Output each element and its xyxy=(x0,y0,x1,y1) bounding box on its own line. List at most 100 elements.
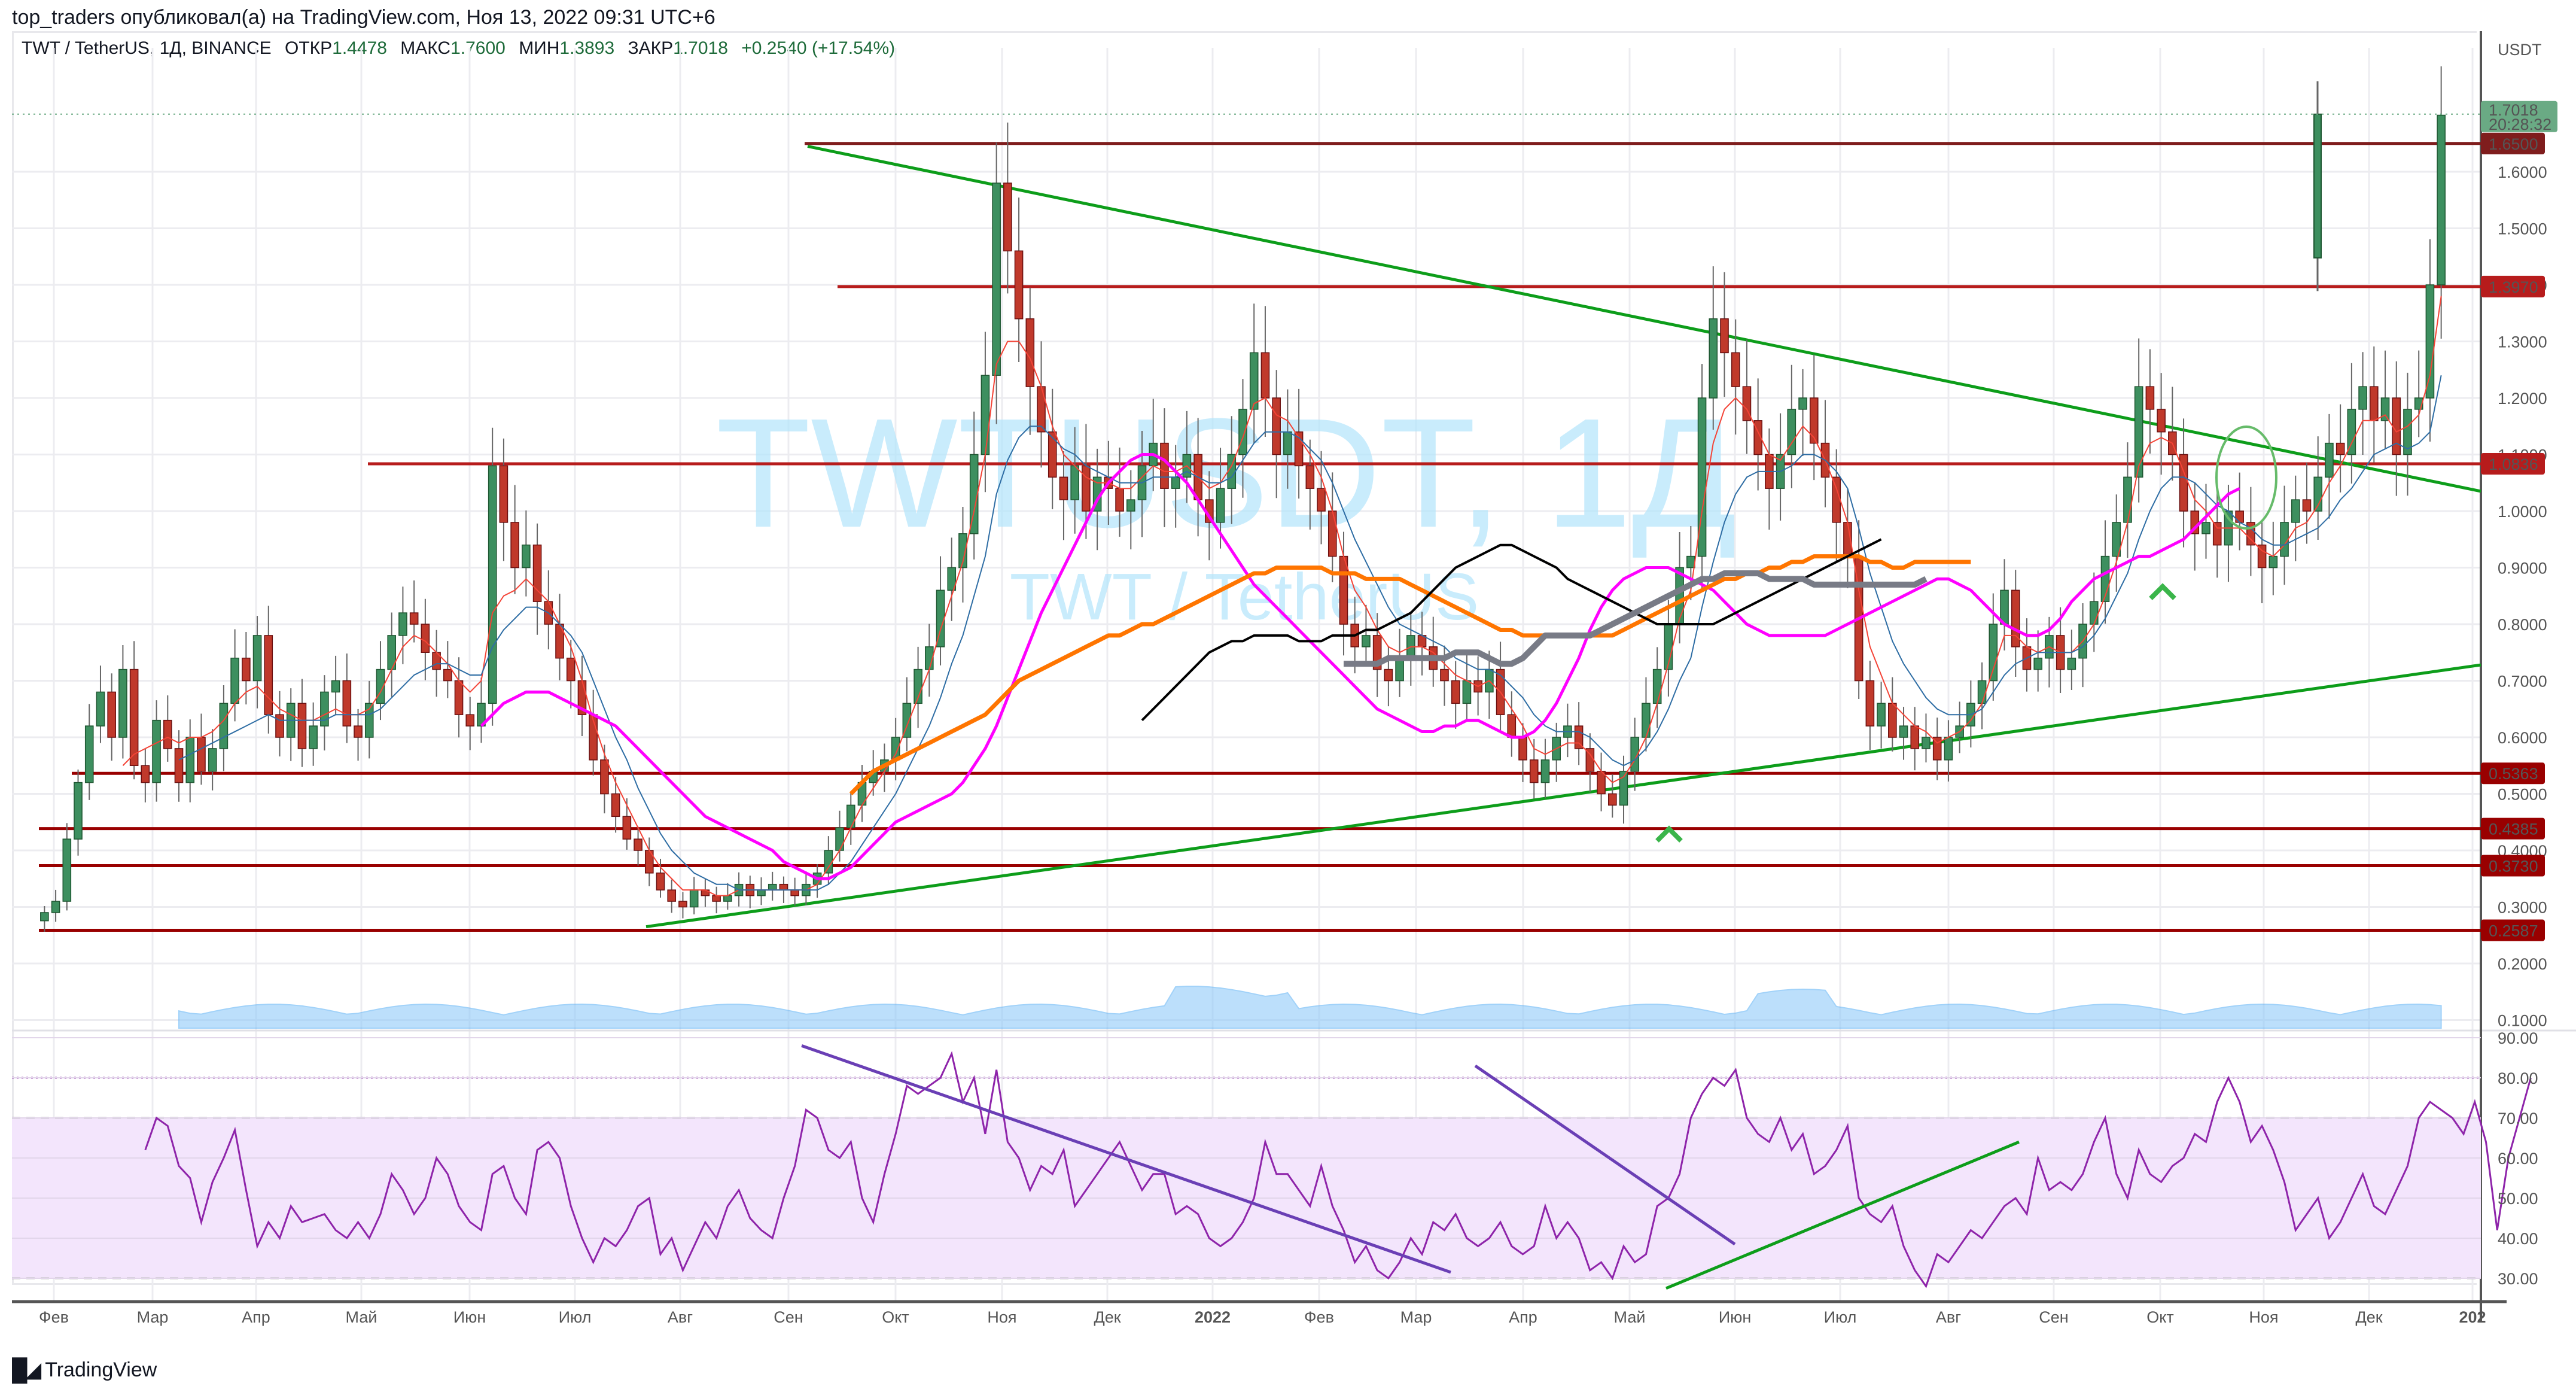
candle-up xyxy=(768,883,777,890)
candle-up xyxy=(689,889,699,908)
candle-down xyxy=(499,465,508,523)
low-label: МИН xyxy=(519,38,560,58)
rsi-line xyxy=(144,1051,2532,1288)
level-price-tag xyxy=(2481,132,2545,154)
time-axis-label: Июн xyxy=(453,1308,486,1326)
price-tick-label: 1.3000 xyxy=(2498,333,2547,351)
candle-up xyxy=(1922,737,1931,749)
candle-up xyxy=(2347,409,2356,455)
ma-line-ma-mid xyxy=(178,375,2442,891)
candle-down xyxy=(1720,318,1729,354)
time-axis-label: Мар xyxy=(1400,1308,1432,1326)
candle-down xyxy=(1003,183,1012,252)
rsi-tick-label: 80.00 xyxy=(2498,1069,2538,1087)
candle-up xyxy=(2325,442,2334,478)
rsi-trendline[interactable] xyxy=(801,1044,1451,1274)
candle-up xyxy=(331,680,340,693)
time-axis-label: 2022 xyxy=(1195,1308,1231,1326)
candle-up xyxy=(2000,589,2009,625)
price-tick-label: 0.8000 xyxy=(2498,616,2547,634)
candle-up xyxy=(2202,522,2210,534)
candle-up xyxy=(398,612,407,636)
time-axis-label: Авг xyxy=(668,1308,693,1326)
candle-up xyxy=(958,533,967,569)
candle-up xyxy=(96,691,105,727)
candle-down xyxy=(129,668,139,766)
candle-up xyxy=(320,691,329,727)
up-arrow-marker-icon xyxy=(1655,825,1683,843)
candle-down xyxy=(1888,703,1897,738)
candle-up xyxy=(2123,476,2132,523)
candle-up xyxy=(1697,397,1707,557)
candle-up xyxy=(2425,284,2435,399)
price-tick-label: 0.7000 xyxy=(2498,673,2547,691)
candle-down xyxy=(1451,680,1460,704)
time-axis-label: Фев xyxy=(39,1308,69,1326)
candle-up xyxy=(1652,668,1662,704)
last-candle-body xyxy=(2313,113,2322,259)
bar-countdown-label: 20:28:32 xyxy=(2489,116,2551,133)
price-tick-label: 0.1000 xyxy=(2498,1012,2547,1030)
trendline-ascending-support[interactable] xyxy=(645,663,2481,929)
symbol-name[interactable]: TWT / TetherUS, 1Д, BINANCE xyxy=(22,38,272,58)
candle-up xyxy=(488,465,497,704)
candle-up xyxy=(1899,725,1908,738)
candle-up xyxy=(2067,657,2076,670)
tradingview-logo[interactable]: █◢ TradingView xyxy=(12,1357,157,1382)
level-price-label: 0.3730 xyxy=(2489,858,2538,876)
chart-frame xyxy=(12,31,2477,1285)
level-price-label: 1.3970 xyxy=(2489,278,2538,296)
candle-down xyxy=(2302,499,2312,512)
trendline-descending-resistance[interactable] xyxy=(807,145,2481,493)
candle-up xyxy=(1540,759,1550,783)
time-axis-label: Май xyxy=(346,1308,377,1326)
level-price-tag xyxy=(2481,452,2545,475)
candle-up xyxy=(1238,409,1247,455)
candle-down xyxy=(634,838,643,851)
candle-up xyxy=(40,912,49,922)
time-axis-label: Окт xyxy=(2146,1308,2173,1326)
candle-down xyxy=(1384,668,1393,682)
candle-up xyxy=(1977,680,1987,704)
price-tick-label: 1.6000 xyxy=(2498,163,2547,181)
candle-down xyxy=(1440,668,1449,682)
candle-up xyxy=(309,725,318,749)
candle-up xyxy=(1362,635,1371,648)
candle-up xyxy=(1787,409,1796,455)
candle-up xyxy=(1395,657,1404,682)
candle-down xyxy=(779,883,788,890)
price-tick-label: 0.2000 xyxy=(2498,955,2547,973)
candle-down xyxy=(1518,737,1527,761)
candle-up xyxy=(208,748,217,772)
candle-down xyxy=(600,759,609,795)
candle-up xyxy=(2291,499,2300,523)
candle-up xyxy=(824,850,833,874)
candle-down xyxy=(1832,476,1841,523)
close-label: ЗАКР xyxy=(628,38,674,58)
time-axis-label: Дек xyxy=(1094,1308,1120,1326)
candle-up xyxy=(2089,601,2099,625)
level-price-label: 0.2587 xyxy=(2489,922,2538,940)
candle-up xyxy=(219,703,229,749)
candle-up xyxy=(835,827,844,851)
candle-down xyxy=(510,522,519,569)
price-tick-label: 0.6000 xyxy=(2498,729,2547,747)
candle-down xyxy=(1115,488,1124,512)
rsi-trendline[interactable] xyxy=(1665,1140,2020,1290)
candle-up xyxy=(1283,431,1292,455)
price-tick-label: 1.2000 xyxy=(2498,390,2547,408)
time-axis-label: Окт xyxy=(882,1308,909,1326)
price-tick-label: 0.5000 xyxy=(2498,786,2547,804)
candle-down xyxy=(1025,318,1035,387)
candle-down xyxy=(1809,397,1819,444)
rsi-trendline[interactable] xyxy=(1474,1064,1736,1246)
candle-up xyxy=(1798,397,1807,410)
candle-down xyxy=(622,816,632,840)
volume-area xyxy=(178,986,2442,1029)
candle-up xyxy=(723,895,732,902)
candle-up xyxy=(1171,476,1180,489)
candle-up xyxy=(1989,624,1998,682)
price-tick-label: 1.0000 xyxy=(2498,503,2547,521)
candle-down xyxy=(242,657,251,682)
